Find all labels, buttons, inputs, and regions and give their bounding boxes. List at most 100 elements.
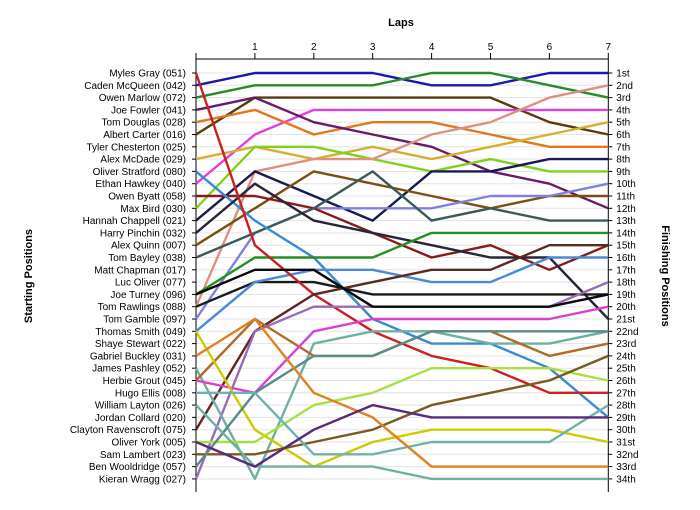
series-line-32 [195,268,609,308]
starting-position-label: Alex Quinn (007) [111,241,186,252]
starting-position-label: Caden McQueen (042) [84,81,186,92]
finishing-position-label: 31st [616,438,635,449]
starting-position-label: Matt Chapman (017) [94,265,186,276]
series-line-27 [194,330,609,468]
series-line-18 [195,280,609,308]
starting-position-label: William Layton (026) [95,401,186,412]
finishing-position-label: 23rd [616,339,636,350]
series-line-5 [195,108,609,149]
series-lines [194,71,610,481]
finishing-position-label: 26th [616,376,635,387]
series-line-16 [195,182,610,320]
finishing-position-label: 29th [616,413,635,424]
starting-position-label: Herbie Grout (045) [103,376,186,387]
series-line-30 [196,391,609,456]
y-axis-title: Starting Positions [23,229,35,323]
finishing-position-label: 34th [616,474,635,485]
starting-position-label: Tom Douglas (028) [102,118,186,129]
finishing-position-label: 32nd [616,450,638,461]
series-line-29 [195,330,609,468]
series-line-11 [195,170,609,247]
starting-position-label: Max Bird (030) [120,204,186,215]
starting-position-label: Luc Oliver (077) [115,278,186,289]
x-tick-label: 2 [311,42,317,53]
series-line-28 [196,354,609,456]
finishing-position-label: 28th [616,401,635,412]
series-line-2 [195,71,609,99]
finishing-position-label: 21st [616,315,635,326]
series-line-31 [195,317,609,468]
starting-position-label: Tom Bayley (038) [108,253,186,264]
finishing-position-label: 5th [616,118,630,129]
finishing-position-label: 27th [616,388,635,399]
starting-position-label: Hannah Chappell (021) [83,216,186,227]
starting-position-label: Sam Lambert (023) [100,450,186,461]
finishing-position-label: 12th [616,204,635,215]
starting-position-label: Clayton Ravenscroft (075) [70,425,186,436]
starting-position-label: Thomas Smith (049) [95,327,186,338]
starting-position-label: Shaye Stewart (022) [95,339,186,350]
finishing-position-label: 9th [616,167,630,178]
series-line-7 [195,121,609,161]
starting-position-label: Joe Turney (096) [110,290,186,301]
series-line-4 [195,108,609,185]
finishing-position-label: 30th [616,425,635,436]
series-line-34 [195,403,609,468]
series-line-6 [195,96,609,210]
series-line-8 [195,145,609,210]
starting-position-label: Owen Marlow (072) [99,93,186,104]
finishing-position-label: 19th [616,290,635,301]
finishing-position-label: 6th [616,130,630,141]
finishing-position-label: 11th [616,192,635,203]
finishing-position-label: 33rd [616,462,636,473]
finishing-position-label: 16th [616,253,635,264]
finishing-position-label: 7th [616,142,630,153]
starting-position-label: Gabriel Buckley (031) [90,351,186,362]
y2-axis-title: Finishing Positions [659,225,671,326]
finishing-position-labels: 1st2nd3rd4th5th6th7th8th9th10th11th12th1… [616,69,638,486]
series-line-17 [195,231,609,296]
starting-position-label: Kieran Wragg (027) [99,474,186,485]
starting-position-label: Oliver Stratford (080) [93,167,186,178]
starting-position-labels: Myles Gray (051)Caden McQueen (042)Owen … [70,69,186,486]
finishing-position-label: 2nd [616,81,633,92]
x-tick-label: 6 [547,42,553,53]
finishing-position-label: 25th [616,364,635,375]
starting-position-label: Jordan Collard (020) [95,413,186,424]
finishing-position-label: 18th [616,278,635,289]
starting-position-label: Owen Byatt (058) [108,192,186,203]
series-line-9 [194,84,609,308]
finishing-position-label: 22nd [616,327,638,338]
starting-position-label: Ethan Hawkey (040) [95,179,186,190]
starting-position-label: Harry Pinchin (032) [100,228,186,239]
axes [192,53,613,492]
x-tick-label: 7 [606,42,612,53]
finishing-position-label: 13th [616,216,635,227]
starting-position-label: Joe Fowler (041) [111,105,186,116]
finishing-position-label: 15th [616,241,635,252]
x-tick-label: 3 [370,42,376,53]
starting-position-label: Oliver York (005) [112,438,186,449]
series-line-14 [195,170,609,259]
finishing-position-label: 1st [616,69,630,80]
series-line-33 [195,404,609,481]
starting-position-label: Albert Carter (016) [103,130,186,141]
starting-position-label: Tom Rawlings (088) [98,302,186,313]
x-tick-label: 4 [429,42,435,53]
series-line-23 [194,330,609,481]
starting-position-label: James Pashley (052) [92,364,186,375]
starting-position-label: Tom Gamble (097) [103,315,186,326]
finishing-position-label: 17th [616,265,635,276]
x-axis-title: Laps [388,17,414,29]
finishing-position-label: 4th [616,105,630,116]
finishing-position-label: 20th [616,302,635,313]
starting-position-label: Ben Wooldridge (057) [89,462,186,473]
starting-position-label: Myles Gray (051) [109,69,186,80]
x-tick-label: 5 [488,42,494,53]
series-line-25 [195,305,609,394]
x-tick-labels: 1 2 3 4 5 6 7 [252,42,611,53]
starting-position-label: Alex McDade (029) [100,155,186,166]
x-tick-label: 1 [252,42,258,53]
finishing-position-label: 8th [616,155,630,166]
